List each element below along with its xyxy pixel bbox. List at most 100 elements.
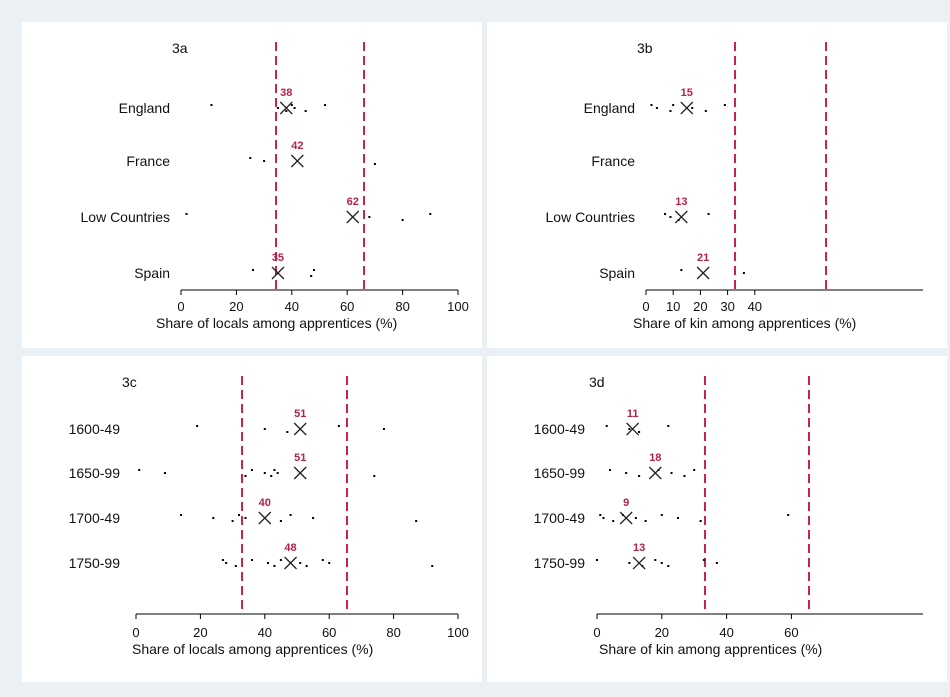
mean-marker (632, 556, 646, 570)
data-point (279, 559, 282, 561)
mean-value-label: 13 (633, 542, 645, 554)
mean-value-label: 18 (649, 452, 661, 464)
mean-marker (674, 210, 688, 224)
x-axis-title: Share of locals among apprentices (%) (156, 315, 398, 331)
data-point (244, 517, 247, 519)
x-axis-title: Share of locals among apprentices (%) (132, 641, 374, 657)
category-label: Spain (134, 265, 170, 281)
x-tick-label: 0 (132, 625, 140, 640)
category-label: 1600-49 (68, 421, 120, 437)
data-point (715, 562, 718, 564)
data-point (660, 562, 663, 564)
data-point (612, 520, 615, 522)
mean-marker (696, 266, 710, 280)
data-point (628, 562, 631, 564)
data-point (699, 520, 702, 522)
x-tick-label: 40 (257, 625, 273, 640)
mean-marker (284, 556, 298, 570)
panel-label: 3c (122, 374, 137, 390)
data-point (599, 514, 602, 516)
data-point (634, 517, 637, 519)
x-tick-label: 60 (321, 625, 337, 640)
data-point (664, 213, 667, 215)
data-point (683, 475, 686, 477)
panel-3d: 11 18 9 13 3d 0 20 40 60 Share of kin among appre… (487, 356, 947, 682)
data-point (702, 559, 705, 561)
panel-label: 3a (172, 40, 188, 56)
data-point (680, 269, 683, 271)
data-point (328, 562, 331, 564)
x-axis-title: Share of kin among apprentices (%) (599, 641, 823, 657)
data-point (163, 472, 166, 474)
data-point (608, 469, 611, 471)
category-label: 1650-99 (68, 465, 120, 481)
plot-area-svg: 38 42 62 35 (180, 42, 459, 295)
x-tick-label: 20 (193, 625, 208, 640)
category-label: 1650-99 (533, 465, 585, 481)
data-point (669, 216, 672, 218)
data-point (305, 565, 308, 567)
data-point (605, 425, 608, 427)
mean-value-label: 40 (259, 497, 271, 509)
data-point (138, 469, 141, 471)
data-point (276, 472, 279, 474)
x-tick-label: 20 (693, 299, 708, 314)
data-point (304, 110, 307, 112)
category-label: Low Countries (80, 209, 171, 225)
category-label: 1700-49 (533, 510, 585, 526)
mean-marker (648, 466, 662, 480)
data-point (212, 517, 215, 519)
data-point (693, 469, 696, 471)
x-tick-label: 0 (593, 625, 601, 640)
data-point (252, 269, 255, 271)
data-point (185, 213, 188, 215)
data-point (669, 110, 672, 112)
category-label: 1750-99 (68, 555, 120, 571)
x-tick-label: 30 (720, 299, 735, 314)
category-label: 1600-49 (533, 421, 585, 437)
panel-label: 3d (589, 374, 605, 390)
data-point (312, 269, 315, 271)
data-point (238, 514, 241, 516)
data-point (321, 559, 324, 561)
mean-marker (290, 154, 304, 168)
data-point (644, 520, 647, 522)
mean-value-label: 51 (294, 408, 306, 420)
data-point (244, 475, 247, 477)
data-point (249, 157, 252, 159)
category-label: Spain (599, 265, 635, 281)
panel-3c: 51 51 40 48 3c 0 20 40 60 80 100 Share of locals am… (22, 356, 482, 682)
mean-marker (346, 210, 360, 224)
data-point (263, 428, 266, 430)
category-label: England (118, 100, 170, 116)
data-point (231, 520, 234, 522)
mean-marker (293, 422, 307, 436)
data-point (431, 565, 434, 567)
category-label: France (591, 153, 635, 169)
data-point (677, 517, 679, 519)
data-point (250, 559, 253, 561)
data-point (660, 514, 663, 516)
mean-value-label: 21 (697, 252, 709, 264)
x-tick-label: 10 (665, 299, 681, 314)
data-point (285, 110, 288, 112)
mean-value-label: 35 (272, 252, 284, 264)
data-point (293, 107, 296, 109)
mean-value-label: 9 (623, 497, 629, 509)
data-point (221, 559, 224, 561)
data-point (654, 559, 657, 561)
data-point (373, 475, 376, 477)
mean-value-label: 62 (347, 196, 359, 208)
x-axis-title: Share of kin among apprentices (%) (633, 315, 857, 331)
data-point (787, 514, 790, 516)
data-point (672, 104, 675, 106)
data-point (650, 104, 653, 106)
data-point (602, 517, 605, 519)
category-label: England (583, 100, 635, 116)
data-point (429, 213, 432, 215)
data-point (596, 559, 598, 561)
plot-area-svg: 51 51 40 48 (135, 376, 459, 619)
mean-marker (680, 101, 694, 115)
data-point (289, 514, 292, 516)
